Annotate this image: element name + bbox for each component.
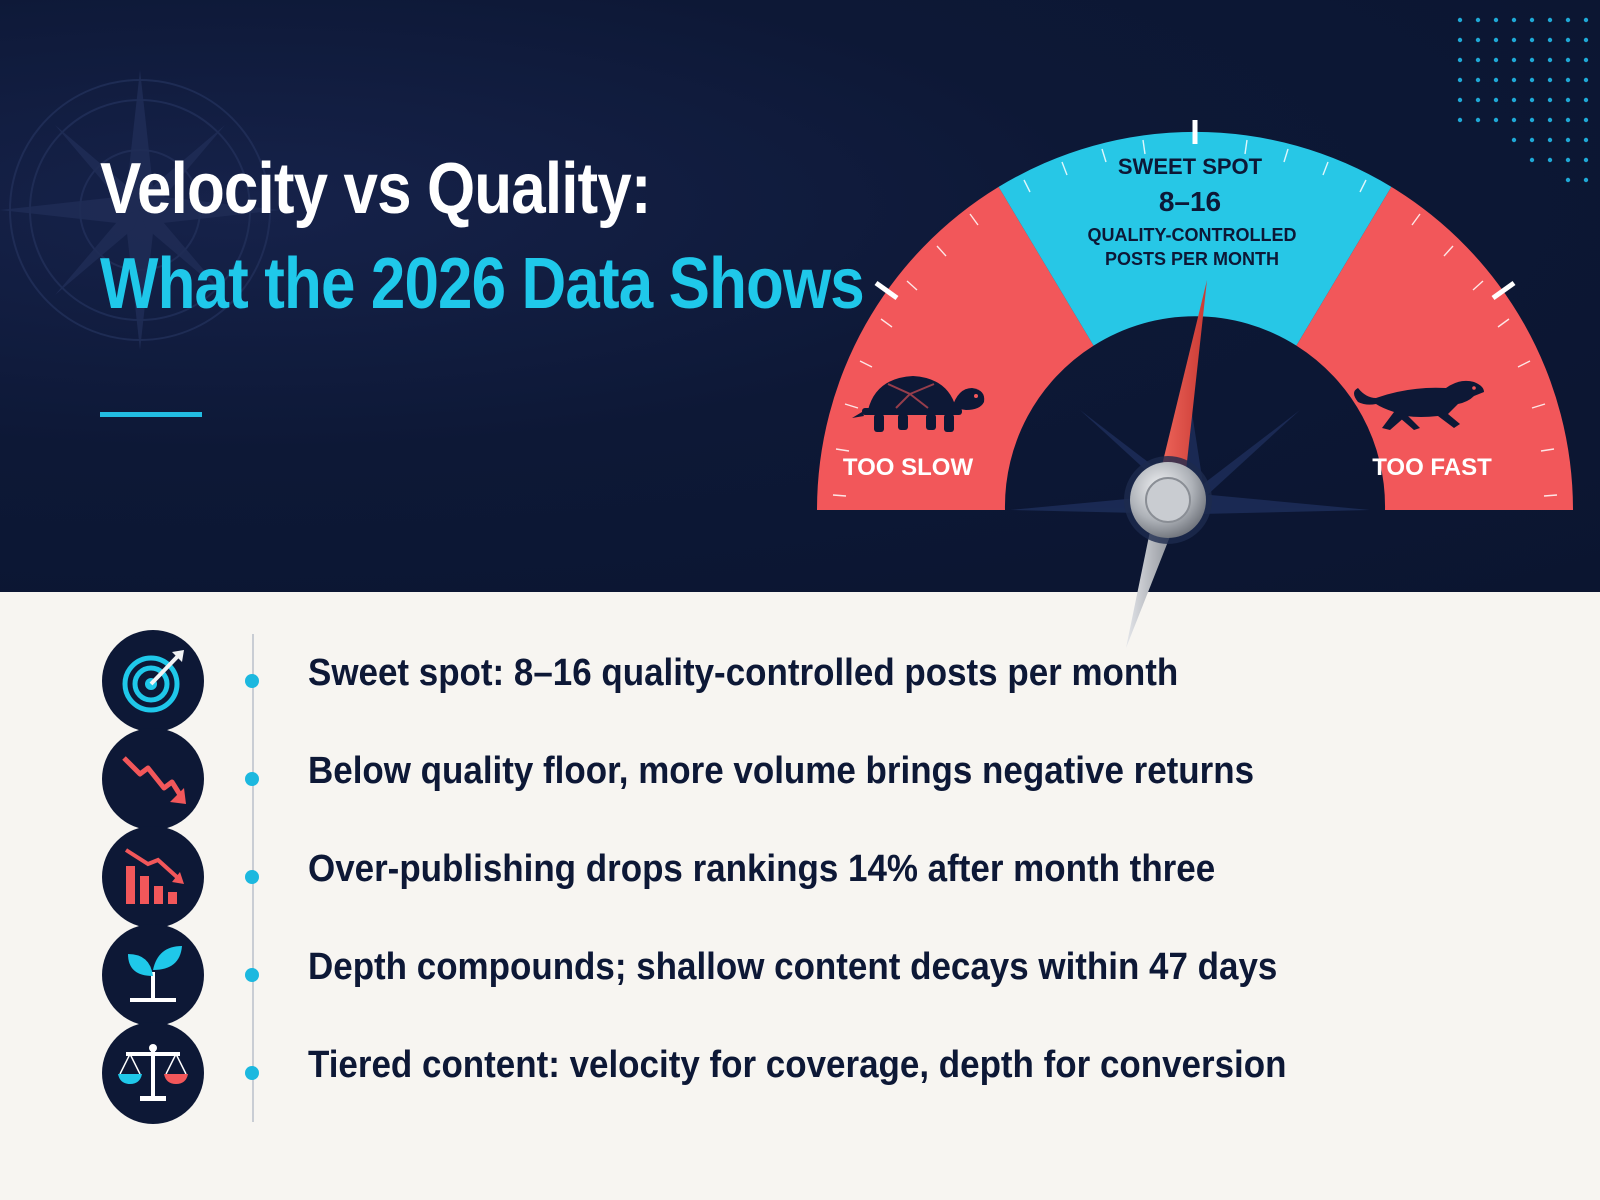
list-item-text: Tiered content: velocity for coverage, d… <box>308 1044 1287 1086</box>
list-item-text: Sweet spot: 8–16 quality-controlled post… <box>308 652 1179 694</box>
list-item-text: Depth compounds; shallow content decays … <box>308 946 1278 988</box>
gauge-segment-too-slow <box>817 186 1094 510</box>
list-item: Sweet spot: 8–16 quality-controlled post… <box>0 630 1600 732</box>
too-fast-label: TOO FAST <box>1372 454 1492 481</box>
trend-down-icon <box>102 728 204 830</box>
sweet-spot-range: 8–16 <box>1159 186 1221 217</box>
title-line-1: Velocity vs Quality: <box>100 149 652 229</box>
gauge-segment-too-fast <box>1296 186 1573 510</box>
sweet-spot-label: SWEET SPOT <box>1118 154 1263 179</box>
list-item: Over-publishing drops rankings 14% after… <box>0 826 1600 928</box>
cheetah-icon <box>1354 380 1484 430</box>
gauge-ticks <box>832 139 1558 497</box>
timeline-dot <box>245 968 259 982</box>
gauge-major-ticks <box>874 120 1516 301</box>
list-item-text: Over-publishing drops rankings 14% after… <box>308 848 1216 890</box>
gauge-segment-sweet-spot <box>998 131 1392 346</box>
title-line-2: What the 2026 Data Shows <box>100 244 865 324</box>
sweet-spot-description-line-1: QUALITY-CONTROLLED <box>1088 225 1297 245</box>
header-panel: Velocity vs Quality: What the 2026 Data … <box>0 0 1600 592</box>
list-item-text: Below quality floor, more volume brings … <box>308 750 1255 792</box>
bar-chart-down-icon <box>102 826 204 928</box>
list-item: Tiered content: velocity for coverage, d… <box>0 1022 1600 1124</box>
gauge-needle <box>1124 280 1212 648</box>
content-panel <box>0 592 1600 1200</box>
velocity-gauge: SWEET SPOT 8–16 QUALITY-CONTROLLED POSTS… <box>817 120 1573 510</box>
sprout-icon <box>102 924 204 1026</box>
target-icon <box>102 630 204 732</box>
turtle-icon <box>852 376 985 432</box>
list-item: Below quality floor, more volume brings … <box>0 728 1600 830</box>
timeline-dot <box>245 674 259 688</box>
timeline-dot <box>245 772 259 786</box>
balance-scale-icon <box>102 1022 204 1124</box>
too-slow-label: TOO SLOW <box>843 454 974 481</box>
compass-rose-icon <box>0 70 280 350</box>
list-item: Depth compounds; shallow content decays … <box>0 924 1600 1026</box>
timeline-dot <box>245 870 259 884</box>
sweet-spot-description-line-2: POSTS PER MONTH <box>1105 249 1279 269</box>
dot-grid-decoration <box>1457 17 1589 183</box>
timeline-dot <box>245 1066 259 1080</box>
title-underline <box>100 412 202 417</box>
